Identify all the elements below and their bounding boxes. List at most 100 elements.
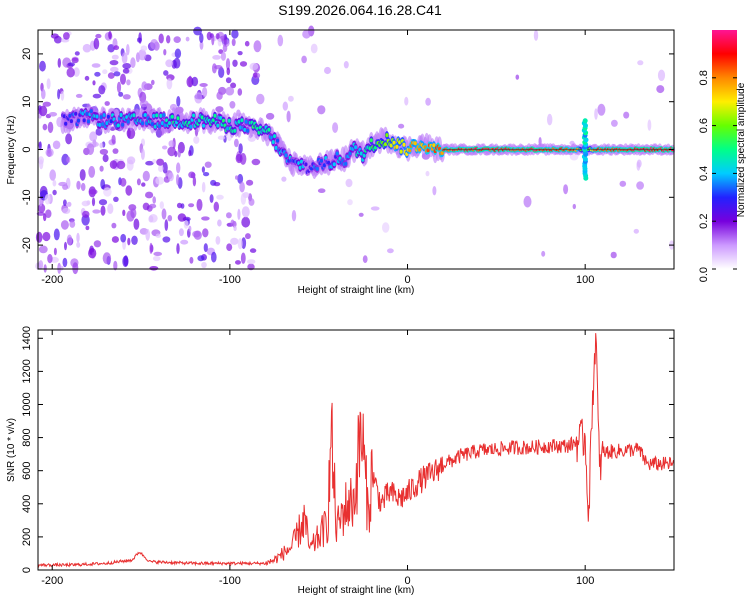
spectrogram-ridge-core (284, 153, 288, 158)
spectrogram-ridge-core (170, 114, 174, 119)
colorbar-tick-label: 0.4 (698, 166, 710, 181)
spectrogram-noise-cell (82, 43, 92, 53)
spectrogram-ridge-core (105, 121, 109, 126)
spectrogram-ridge-core (359, 151, 363, 156)
spectrogram-noise-cell (162, 236, 171, 243)
spectrogram-noise-cell (281, 176, 287, 182)
spectrogram-noise-cell (152, 196, 156, 204)
spectrogram-noise-cell (116, 160, 126, 170)
spectrogram-noise-cell (48, 112, 58, 117)
spectrogram-noise-cell (212, 55, 222, 60)
spectrogram-noise-cell (99, 148, 109, 155)
spectrogram-noise-cell (92, 209, 101, 214)
spectrogram-noise-cell (126, 156, 136, 165)
spectrogram-noise-cell (241, 206, 250, 218)
spectrogram-frame (37, 29, 675, 270)
spectrogram-noise-cell (637, 60, 644, 66)
snr-series-line (37, 333, 674, 569)
spectrogram-ridge-core (152, 113, 156, 118)
spectrogram-noise-cell (203, 172, 210, 177)
spectrogram-noise-cell (111, 54, 119, 60)
colorbar-gradient (712, 30, 737, 269)
spectrogram-noise-cell (191, 76, 199, 87)
spectrogram-noise-cell (232, 59, 238, 67)
spectrogram-noise-cell (192, 176, 197, 187)
spectrogram-noise-cell (58, 265, 64, 271)
spectrogram-noise-cell (130, 208, 137, 219)
spectrogram-noise-cell (109, 60, 119, 66)
spectrogram-ridge-core (257, 130, 261, 135)
spectrogram-noise-cell (65, 133, 72, 145)
spectrogram-noise-cell (104, 101, 110, 106)
spectrogram-ridge-core (132, 113, 136, 118)
spectrogram-noise-cell (125, 185, 133, 196)
snr-y-tick-label: 1000 (21, 392, 33, 416)
spectrogram-cells (35, 25, 676, 275)
spectrogram-ridge-core (167, 121, 172, 125)
spectrogram-noise-cell (203, 243, 208, 253)
spectrogram-ridge-core (335, 151, 339, 156)
spectrogram-noise-cell (225, 86, 235, 96)
spectrogram-noise-cell (113, 196, 119, 202)
spectrogram-y-tick-label: -10 (21, 189, 33, 205)
snr-y-tick-label: 0 (21, 567, 33, 573)
spectrogram-noise-cell (89, 131, 98, 142)
spectrogram-noise-cell (46, 78, 51, 90)
spectrogram-noise-cell (623, 111, 630, 119)
spectrogram-noise-cell (173, 36, 181, 43)
spectrogram-noise-cell (199, 83, 208, 87)
spectrogram-noise-cell (217, 135, 226, 140)
spectrogram-noise-cell (52, 189, 57, 196)
spectrogram-ridge-core (68, 113, 72, 118)
colorbar-tick-label: 0.8 (698, 70, 710, 85)
spectrogram-noise-cell (152, 255, 161, 262)
spectrogram-noise-cell (93, 37, 100, 50)
spectrogram-y-tick-label: 20 (21, 48, 33, 60)
spectrogram-noise-cell (133, 218, 140, 230)
spectrogram-noise-cell (53, 247, 57, 256)
spectrogram-noise-cell (226, 212, 232, 219)
spectrogram-ridge-core (273, 134, 277, 139)
spectrogram-noise-cell (347, 199, 353, 206)
spectrogram-noise-cell (75, 93, 83, 98)
figure-title: S199.2026.064.16.28.C41 (278, 2, 442, 18)
spectrogram-noise-cell (62, 257, 68, 268)
spectrogram-noise-cell (66, 156, 71, 163)
spectrogram-ridge-core (368, 146, 372, 151)
spectrogram-ridge-core (432, 143, 436, 148)
spectrogram-noise-cell (237, 208, 241, 220)
spectrogram-noise-cell (112, 148, 119, 154)
spectrogram-ridge-core (402, 142, 406, 147)
spectrogram-noise-cell (126, 79, 131, 86)
spectrogram-noise-cell (176, 174, 180, 186)
spectrogram-noise-cell (121, 52, 128, 64)
spectrogram-ridge-core (160, 121, 164, 126)
spectrogram-noise-cell (202, 86, 208, 98)
spectrogram-noise-cell (88, 248, 97, 259)
spectrogram-noise-cell (636, 159, 642, 168)
spectrogram-noise-cell (201, 181, 206, 193)
spectrogram-x-tick-label: 100 (576, 274, 594, 286)
spectrogram-ridge-core (267, 127, 271, 132)
spectrogram-noise-cell (89, 189, 98, 195)
spectrogram-noise-cell (176, 162, 181, 174)
spectrogram-noise-cell (145, 191, 154, 199)
spectrogram-ridge-core (89, 109, 93, 114)
spectrogram-noise-cell (111, 222, 117, 229)
spectrogram-ridge-core (189, 124, 193, 129)
spectrogram-noise-cell (137, 37, 142, 43)
spectrogram-noise-cell (167, 172, 174, 182)
spectrogram-ridge-core (62, 114, 66, 119)
spectrogram-ridge-core (82, 118, 86, 123)
spectrogram-noise-cell (167, 146, 176, 157)
spectrogram-noise-cell (237, 173, 244, 184)
spectrogram-noise-cell (225, 58, 231, 71)
spectrogram-noise-cell (188, 225, 192, 232)
spectrogram-noise-cell (201, 261, 207, 269)
spectrogram-noise-cell (166, 78, 173, 90)
spectrogram-noise-cell (233, 225, 237, 231)
spectrogram-noise-cell (60, 90, 65, 101)
spectrogram-noise-cell (230, 219, 235, 227)
